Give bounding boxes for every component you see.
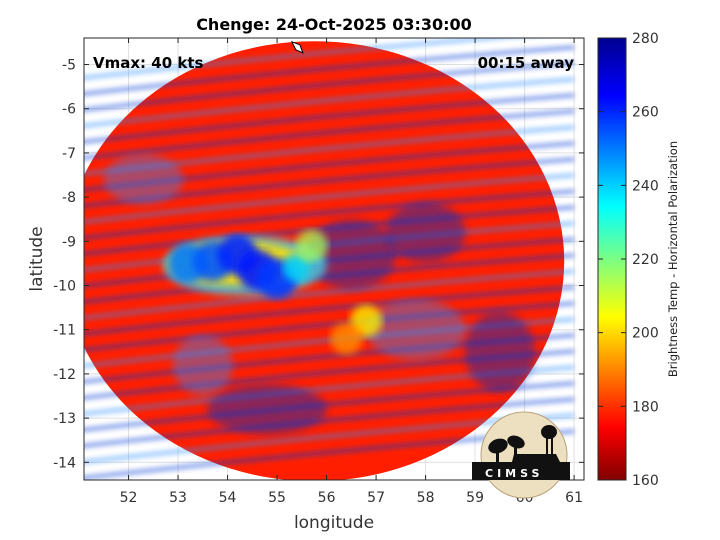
- y-tick-label: -13: [53, 411, 76, 427]
- swath-patch: [365, 299, 466, 360]
- colorbar-tick-label: 280: [632, 31, 659, 47]
- y-tick-label: -8: [62, 190, 76, 206]
- logo-text: CIMSS: [485, 467, 543, 480]
- swath-texture: [84, 188, 575, 241]
- y-axis-label: latitude: [27, 226, 47, 291]
- swath-texture: [84, 60, 575, 113]
- cold-feature-point: [330, 322, 363, 355]
- cold-feature-point: [282, 253, 311, 282]
- swath-patch: [464, 311, 535, 392]
- swath-texture: [84, 172, 575, 225]
- chart-title: Chenge: 24-Oct-2025 03:30:00: [196, 15, 472, 34]
- swath-texture: [84, 38, 527, 81]
- x-tick-label: 61: [565, 490, 583, 506]
- y-tick-label: -10: [53, 279, 76, 295]
- swath-texture: [84, 108, 575, 161]
- swath-texture: [84, 92, 575, 145]
- x-axis-label: longitude: [294, 513, 374, 533]
- colorbar-tick-label: 180: [632, 399, 659, 415]
- swath-texture: [84, 268, 575, 321]
- colorbar-label: Brightness Temp - Horizontal Polarizatio…: [666, 141, 680, 377]
- colorbar-ticks: 280 260 240 220 200 180 160: [598, 31, 659, 489]
- swath-texture: [84, 204, 575, 257]
- colorbar-tick-label: 260: [632, 105, 659, 121]
- cimss-logo: CIMSS: [472, 411, 570, 499]
- x-tick-label: 54: [219, 490, 237, 506]
- swath-patch: [385, 202, 466, 263]
- y-tick-label: -7: [62, 146, 76, 162]
- vmax-annotation: Vmax: 40 kts: [93, 54, 203, 72]
- x-tick-label: 59: [466, 490, 484, 506]
- x-tick-label: 57: [367, 490, 385, 506]
- storm-position-icon: [290, 40, 304, 54]
- colorbar-tick-label: 160: [632, 473, 659, 489]
- colorbar-tick-label: 220: [632, 252, 659, 268]
- swath-texture: [84, 300, 575, 353]
- x-tick-label: 56: [318, 490, 336, 506]
- swath-texture: [84, 44, 575, 97]
- x-tick-label: 53: [169, 490, 187, 506]
- swath-patch: [207, 384, 328, 435]
- swath-patch: [306, 219, 397, 290]
- y-tick-label: -14: [53, 455, 76, 471]
- plot-frame: [83, 37, 585, 481]
- swath-texture: [84, 76, 575, 129]
- x-tick-label: 58: [417, 490, 435, 506]
- colorbar-tick-label: 240: [632, 178, 659, 194]
- x-axis-ticks: 52535455565758596061: [120, 38, 583, 506]
- y-tick-label: -9: [62, 234, 76, 250]
- y-tick-label: -5: [62, 58, 76, 74]
- cold-features: [162, 229, 383, 355]
- cold-feature-point: [295, 229, 328, 262]
- swath-patch: [103, 154, 184, 205]
- x-tick-label: 52: [120, 490, 138, 506]
- y-tick-label: -6: [62, 102, 76, 118]
- y-tick-label: -11: [53, 323, 76, 339]
- x-tick-label: 55: [268, 490, 286, 506]
- time-offset-annotation: 00:15 away: [478, 54, 575, 72]
- colorbar-tick-label: 200: [632, 326, 659, 342]
- swath-patch: [172, 335, 233, 396]
- y-tick-label: -12: [53, 367, 76, 383]
- swath-texture: [84, 284, 575, 337]
- y-axis-ticks: -5 -6 -7 -8 -9 -10 -11 -12 -13 -14: [53, 58, 584, 471]
